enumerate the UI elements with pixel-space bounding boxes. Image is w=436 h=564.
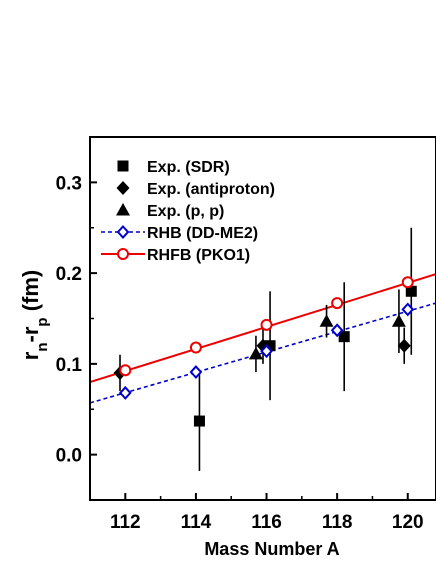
rhb-dd-me2-point-1 xyxy=(189,365,203,380)
y-tick-label: 0.1 xyxy=(56,355,83,376)
x-axis-ticks: 112 114 116 118 120 xyxy=(89,493,424,533)
legend-marker-exp-antiproton xyxy=(116,181,130,195)
y-tick-label: 0.2 xyxy=(56,264,82,285)
exp-sdr-point-3 xyxy=(405,285,417,297)
rhfb-pko1-point-3 xyxy=(331,297,344,310)
rhb-dd-me2-point-4 xyxy=(401,302,415,317)
x-tick-label: 118 xyxy=(322,512,353,533)
legend-label-exp-sdr: Exp. (SDR) xyxy=(147,159,230,176)
y-axis-title: rn-rp (fm) xyxy=(18,270,51,360)
rhfb-pko1-point-2 xyxy=(260,318,273,331)
rhfb-pko1-point-0 xyxy=(119,364,132,377)
rhfb-pko1-point-1 xyxy=(189,341,202,354)
legend-label-exp-antiproton: Exp. (antiproton) xyxy=(147,181,275,198)
rhb-dd-me2-point-0 xyxy=(118,385,132,400)
y-axis-ticks: 0.0 0.1 0.2 0.3 xyxy=(56,173,97,467)
exp-sdr-point-1 xyxy=(264,340,276,352)
exp-p-p-point-2 xyxy=(391,314,406,327)
y-tick-label: 0.3 xyxy=(56,173,82,194)
legend-marker-exp-p-p xyxy=(116,203,130,216)
legend-label-exp-p-p: Exp. (p, p) xyxy=(147,203,224,220)
plot-frame xyxy=(89,136,436,501)
exp-sdr-point-0 xyxy=(193,415,205,427)
x-tick-label: 120 xyxy=(392,512,424,533)
legend-label-rhb-dd-me2: RHB (DD-ME2) xyxy=(147,225,258,242)
exp-p-p-point-1 xyxy=(319,314,334,327)
x-tick-label: 112 xyxy=(110,512,141,533)
exp-sdr-point-2 xyxy=(338,331,350,343)
x-tick-label: 116 xyxy=(251,512,282,533)
rhfb-pko1-point-4 xyxy=(401,276,414,289)
y-tick-label: 0.0 xyxy=(56,446,82,467)
exp-p-p-point-0 xyxy=(248,346,263,360)
legend-label-rhfb-pko1: RHFB (PKO1) xyxy=(147,247,250,264)
legend-marker-rhfb-pko1 xyxy=(117,248,129,260)
legend: Exp. (SDR) Exp. (antiproton) Exp. (p, p) RH… xyxy=(101,159,275,264)
x-axis-title: Mass Number A xyxy=(204,539,339,559)
legend-marker-rhb-dd-me2 xyxy=(116,225,130,239)
legend-marker-exp-sdr xyxy=(117,160,129,172)
rhb-dd-me2-point-3 xyxy=(330,323,344,338)
exp-antiproton-point-2 xyxy=(397,338,411,353)
rhb-dd-me2-point-2 xyxy=(260,344,273,359)
x-tick-label: 114 xyxy=(181,512,212,533)
plot-area xyxy=(89,227,436,471)
